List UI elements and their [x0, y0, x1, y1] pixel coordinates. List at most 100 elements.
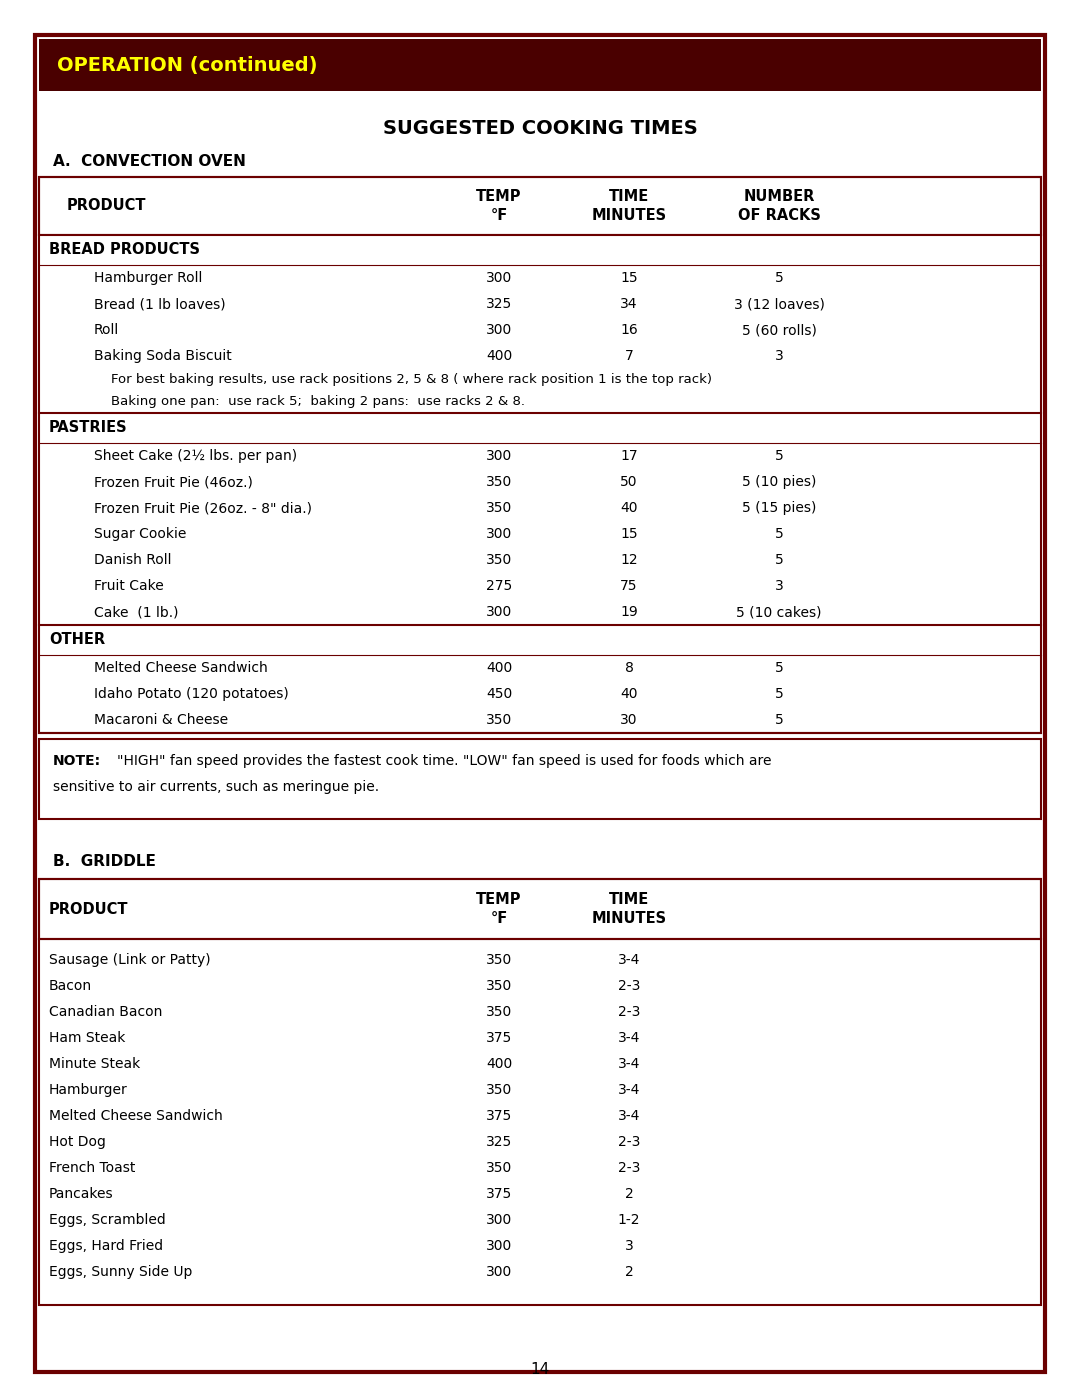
Text: 300: 300: [486, 1239, 512, 1253]
Text: 3-4: 3-4: [618, 1058, 640, 1071]
Text: Baking Soda Biscuit: Baking Soda Biscuit: [94, 349, 232, 363]
Text: PRODUCT: PRODUCT: [67, 198, 147, 214]
Text: 3 (12 loaves): 3 (12 loaves): [733, 298, 824, 312]
Text: 2-3: 2-3: [618, 979, 640, 993]
Text: 5: 5: [774, 553, 783, 567]
Bar: [39, 177, 1041, 733]
Text: 15: 15: [620, 527, 638, 541]
Text: 5 (10 cakes): 5 (10 cakes): [737, 605, 822, 619]
Text: 3-4: 3-4: [618, 1031, 640, 1045]
Text: 350: 350: [486, 953, 512, 967]
Text: 5: 5: [774, 661, 783, 675]
Text: 300: 300: [486, 271, 512, 285]
Text: PRODUCT: PRODUCT: [49, 901, 129, 916]
Text: 300: 300: [486, 605, 512, 619]
Text: Sausage (Link or Patty): Sausage (Link or Patty): [49, 953, 211, 967]
Text: 5: 5: [774, 527, 783, 541]
Text: 7: 7: [624, 349, 633, 363]
Text: "HIGH" fan speed provides the fastest cook time. "LOW" fan speed is used for foo: "HIGH" fan speed provides the fastest co…: [117, 754, 771, 768]
Text: 40: 40: [620, 687, 638, 701]
Text: French Toast: French Toast: [49, 1161, 135, 1175]
Text: 3-4: 3-4: [618, 1083, 640, 1097]
Text: Macaroni & Cheese: Macaroni & Cheese: [94, 712, 228, 726]
Text: Hamburger Roll: Hamburger Roll: [94, 271, 202, 285]
Text: 1-2: 1-2: [618, 1213, 640, 1227]
Text: 300: 300: [486, 1266, 512, 1280]
Text: BREAD PRODUCTS: BREAD PRODUCTS: [49, 243, 200, 257]
Text: 19: 19: [620, 605, 638, 619]
Text: 450: 450: [486, 687, 512, 701]
Bar: [39, 879, 1041, 1305]
Text: NOTE:: NOTE:: [53, 754, 102, 768]
Text: 350: 350: [486, 475, 512, 489]
Text: TIME
MINUTES: TIME MINUTES: [592, 893, 666, 926]
Text: 375: 375: [486, 1187, 512, 1201]
Text: 15: 15: [620, 271, 638, 285]
Text: 5: 5: [774, 448, 783, 462]
Text: 350: 350: [486, 1083, 512, 1097]
Text: 34: 34: [620, 298, 638, 312]
Text: 400: 400: [486, 349, 512, 363]
Text: 16: 16: [620, 323, 638, 337]
Text: 14: 14: [530, 1362, 550, 1376]
Text: 3-4: 3-4: [618, 1109, 640, 1123]
Text: 5 (60 rolls): 5 (60 rolls): [742, 323, 816, 337]
Text: 3-4: 3-4: [618, 953, 640, 967]
Text: Ham Steak: Ham Steak: [49, 1031, 125, 1045]
Text: SUGGESTED COOKING TIMES: SUGGESTED COOKING TIMES: [382, 120, 698, 138]
Text: 50: 50: [620, 475, 638, 489]
Text: 350: 350: [486, 1161, 512, 1175]
Text: Bacon: Bacon: [49, 979, 92, 993]
Text: 300: 300: [486, 448, 512, 462]
Text: Frozen Fruit Pie (46oz.): Frozen Fruit Pie (46oz.): [94, 475, 253, 489]
Bar: [39, 235, 1041, 265]
Bar: [39, 177, 1041, 235]
Text: 3: 3: [624, 1239, 633, 1253]
Bar: [39, 624, 1041, 655]
Text: A.  CONVECTION OVEN: A. CONVECTION OVEN: [53, 154, 246, 169]
Text: 375: 375: [486, 1031, 512, 1045]
Text: 300: 300: [486, 527, 512, 541]
Text: 75: 75: [620, 578, 638, 592]
Text: 5: 5: [774, 687, 783, 701]
Text: 400: 400: [486, 1058, 512, 1071]
Text: 350: 350: [486, 502, 512, 515]
Text: 300: 300: [486, 1213, 512, 1227]
Text: 2-3: 2-3: [618, 1161, 640, 1175]
Text: 12: 12: [620, 553, 638, 567]
Text: 350: 350: [486, 553, 512, 567]
Text: Roll: Roll: [94, 323, 119, 337]
Text: 325: 325: [486, 1134, 512, 1148]
Text: 5: 5: [774, 712, 783, 726]
Text: 3: 3: [774, 349, 783, 363]
Text: 5 (10 pies): 5 (10 pies): [742, 475, 816, 489]
Text: PASTRIES: PASTRIES: [49, 420, 127, 436]
Text: 325: 325: [486, 298, 512, 312]
Bar: [39, 879, 1041, 939]
Text: Hamburger: Hamburger: [49, 1083, 127, 1097]
Text: Fruit Cake: Fruit Cake: [94, 578, 164, 592]
Text: 2-3: 2-3: [618, 1004, 640, 1018]
Text: Frozen Fruit Pie (26oz. - 8" dia.): Frozen Fruit Pie (26oz. - 8" dia.): [94, 502, 312, 515]
Text: OTHER: OTHER: [49, 633, 105, 647]
Text: 3: 3: [774, 578, 783, 592]
Text: 17: 17: [620, 448, 638, 462]
Text: 30: 30: [620, 712, 638, 726]
Text: For best baking results, use rack positions 2, 5 & 8 ( where rack position 1 is : For best baking results, use rack positi…: [94, 373, 712, 387]
Text: sensitive to air currents, such as meringue pie.: sensitive to air currents, such as merin…: [53, 780, 379, 793]
Text: 5 (15 pies): 5 (15 pies): [742, 502, 816, 515]
Text: 350: 350: [486, 1004, 512, 1018]
Bar: [39, 39, 1041, 91]
Text: Danish Roll: Danish Roll: [94, 553, 172, 567]
Text: Sheet Cake (2½ lbs. per pan): Sheet Cake (2½ lbs. per pan): [94, 448, 297, 462]
Text: Eggs, Hard Fried: Eggs, Hard Fried: [49, 1239, 163, 1253]
Text: Pancakes: Pancakes: [49, 1187, 113, 1201]
Text: TIME
MINUTES: TIME MINUTES: [592, 189, 666, 222]
Text: Sugar Cookie: Sugar Cookie: [94, 527, 187, 541]
Text: Hot Dog: Hot Dog: [49, 1134, 106, 1148]
Text: Cake  (1 lb.): Cake (1 lb.): [94, 605, 178, 619]
Text: TEMP
°F: TEMP °F: [476, 893, 522, 926]
Text: Canadian Bacon: Canadian Bacon: [49, 1004, 162, 1018]
Bar: [39, 739, 1041, 819]
Text: 5: 5: [774, 271, 783, 285]
